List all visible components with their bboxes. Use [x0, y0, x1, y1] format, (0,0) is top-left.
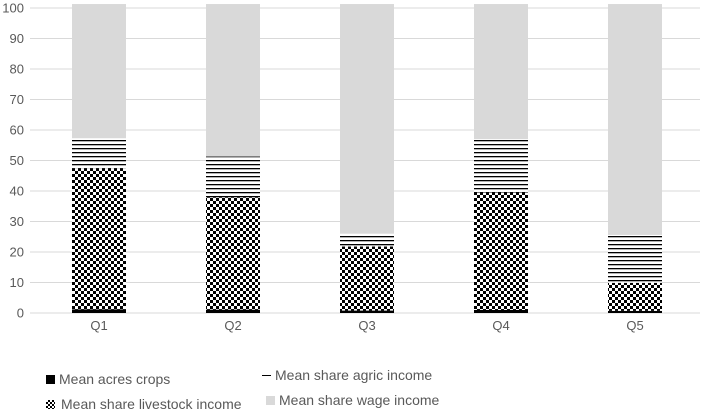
bar-segment — [608, 310, 662, 313]
x-tick-label: Q1 — [90, 318, 107, 333]
y-tick-label: 80 — [10, 62, 24, 77]
legend-label: Mean acres crops — [59, 371, 171, 387]
legend-label: Mean share livestock income — [61, 396, 242, 412]
legend-item-acres-crops: Mean acres crops — [46, 371, 170, 387]
bar-segment — [72, 138, 126, 169]
bar-segment — [474, 192, 528, 310]
horizontal-lines-swatch-icon — [262, 370, 271, 380]
y-axis-ticks: 0 10 20 30 40 50 60 70 80 90 100 — [2, 1, 24, 321]
x-tick-label: Q4 — [492, 318, 509, 333]
y-tick-label: 20 — [10, 245, 24, 260]
bar-q2 — [206, 4, 260, 313]
x-axis-ticks: Q1 Q2 Q3 Q4 Q5 — [90, 318, 643, 333]
bar-segment — [72, 4, 126, 139]
y-tick-label: 90 — [10, 31, 24, 46]
legend-item-livestock-income: Mean share livestock income — [46, 396, 242, 412]
bar-segment — [608, 4, 662, 235]
checkerboard-swatch-icon — [46, 399, 55, 409]
bar-segment — [608, 234, 662, 283]
bar-q5 — [608, 4, 662, 313]
light-gray-swatch-icon — [266, 395, 275, 405]
bar-segment — [474, 309, 528, 313]
x-tick-label: Q3 — [358, 318, 375, 333]
bar-segment — [206, 156, 260, 198]
bar-q4 — [474, 4, 528, 313]
bar-segment — [474, 139, 528, 193]
y-tick-label: 70 — [10, 92, 24, 107]
y-tick-label: 60 — [10, 123, 24, 138]
bar-segment — [206, 4, 260, 157]
y-tick-label: 40 — [10, 184, 24, 199]
legend-label: Mean share agric income — [275, 367, 433, 383]
legend-item-agric-income: Mean share agric income — [262, 367, 432, 383]
bar-segment — [72, 168, 126, 310]
bar-segment — [608, 282, 662, 311]
y-tick-label: 30 — [10, 214, 24, 229]
legend-label: Mean share wage income — [279, 392, 440, 408]
y-tick-label: 100 — [2, 1, 24, 16]
bar-segment — [72, 309, 126, 313]
legend-item-wage-income: Mean share wage income — [266, 392, 439, 408]
bar-segment — [206, 197, 260, 310]
bar-q3 — [340, 4, 394, 313]
solid-black-swatch-icon — [46, 374, 55, 384]
x-tick-label: Q5 — [626, 318, 643, 333]
x-tick-label: Q2 — [224, 318, 241, 333]
y-tick-label: 10 — [10, 275, 24, 290]
y-tick-label: 50 — [10, 153, 24, 168]
bar-segment — [474, 4, 528, 140]
bars — [72, 4, 662, 313]
bar-q1 — [72, 4, 126, 313]
bar-segment — [340, 310, 394, 313]
bar-segment — [206, 309, 260, 313]
bar-segment — [340, 4, 394, 234]
bar-segment — [340, 246, 394, 311]
y-tick-label: 0 — [17, 306, 24, 321]
bar-segment — [340, 233, 394, 247]
